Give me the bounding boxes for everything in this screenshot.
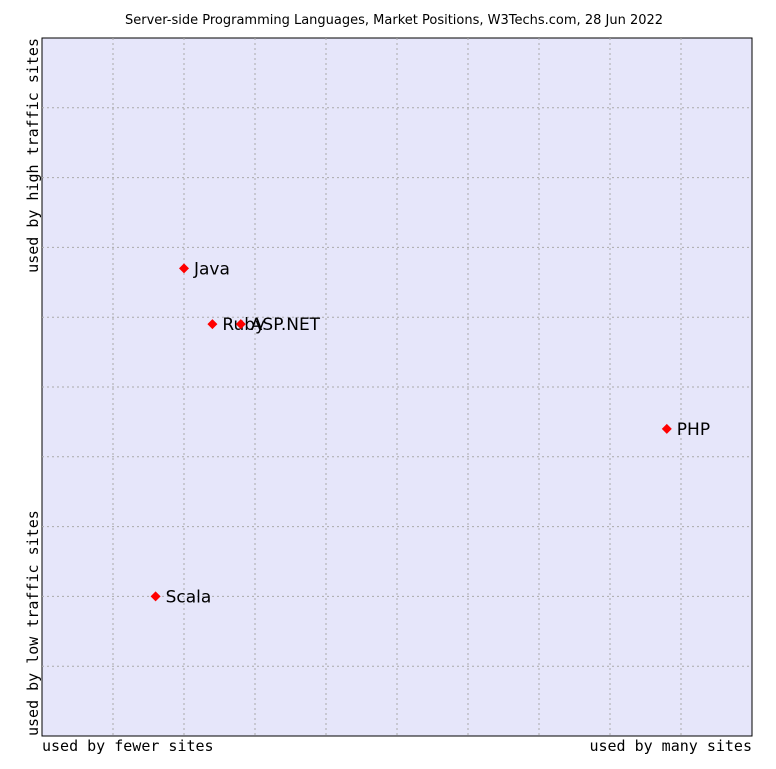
point: [235, 319, 246, 330]
point: [207, 319, 218, 330]
x-axis-label-right: used by many sites: [589, 737, 752, 755]
point: [150, 591, 161, 602]
y-axis-label-bottom: used by low traffic sites: [24, 510, 42, 736]
chart-title: Server-side Programming Languages, Marke…: [125, 13, 663, 28]
grid: [42, 38, 752, 736]
point: [661, 423, 672, 434]
point: [179, 263, 189, 274]
point-label: Java: [193, 259, 230, 279]
point-label: ASP.NET: [251, 315, 321, 335]
y-axis-label-top: used by high traffic sites: [24, 38, 42, 273]
x-axis-label-left: used by fewer sites: [42, 737, 214, 755]
point-label: Scala: [166, 587, 212, 607]
point-label: PHP: [677, 420, 710, 440]
